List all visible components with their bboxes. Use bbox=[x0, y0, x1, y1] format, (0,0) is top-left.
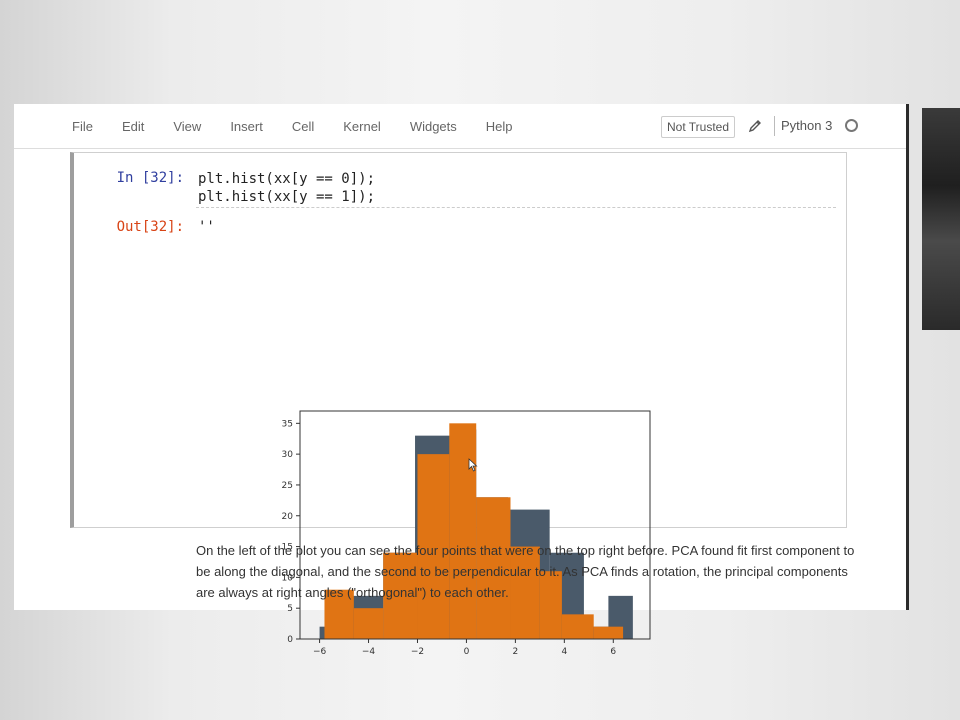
mouse-cursor-icon bbox=[468, 458, 478, 472]
x-tick-label-3: 0 bbox=[464, 647, 470, 657]
code-line-2: plt.hist(xx[y == 1]); bbox=[198, 189, 376, 205]
menu-kernel[interactable]: Kernel bbox=[343, 118, 381, 134]
output-text: '' bbox=[198, 219, 215, 235]
x-tick-label-2: −2 bbox=[411, 647, 424, 657]
input-output-separator bbox=[196, 207, 836, 208]
kernel-name[interactable]: Python 3 bbox=[781, 118, 833, 133]
markdown-cell[interactable]: On the left of the plot you can see the … bbox=[196, 543, 855, 600]
y-tick-label-5: 25 bbox=[282, 481, 293, 491]
y-tick-label-1: 5 bbox=[287, 604, 293, 614]
y-tick-label-0: 0 bbox=[287, 635, 293, 645]
y-tick-label-6: 30 bbox=[282, 450, 294, 460]
in-prompt: In [32]: bbox=[116, 170, 184, 186]
code-cell[interactable]: In [32]: plt.hist(xx[y == 0]); plt.hist(x… bbox=[70, 152, 847, 657]
window-edge bbox=[906, 104, 909, 610]
menu-edit[interactable]: Edit bbox=[121, 118, 145, 134]
histogram-bar-s1-9 bbox=[593, 626, 624, 639]
notebook-page: File Edit View Insert Cell Kernel Widget… bbox=[14, 104, 908, 657]
histogram-bar-s1-2 bbox=[383, 552, 418, 639]
code-line-1: plt.hist(xx[y == 0]); bbox=[198, 171, 376, 187]
kernel-status-icon bbox=[845, 119, 858, 132]
histogram-bar-s1-1 bbox=[353, 608, 384, 639]
histogram-bar-s1-5 bbox=[476, 497, 511, 639]
menu-help[interactable]: Help bbox=[485, 118, 513, 134]
histogram-bar-s1-7 bbox=[539, 571, 562, 639]
x-tick-label-6: 6 bbox=[610, 647, 616, 657]
histogram-bar-s1-0 bbox=[324, 589, 354, 639]
x-tick-label-5: 4 bbox=[561, 647, 567, 657]
y-tick-label-2: 10 bbox=[282, 573, 294, 583]
not-trusted-badge[interactable]: Not Trusted bbox=[661, 116, 736, 138]
menu-cell[interactable]: Cell bbox=[291, 118, 315, 134]
x-tick-label-0: −6 bbox=[313, 647, 327, 657]
histogram-chart: −6 −4 −2 0 2 4 6 0 5 10 15 20 25 30 35 bbox=[282, 410, 651, 657]
menu-items: File Edit View Insert Cell Kernel Widget… bbox=[72, 119, 542, 134]
pencil-icon[interactable] bbox=[748, 119, 762, 133]
webcam-thumbnail bbox=[922, 108, 960, 330]
histogram-bar-s1-4 bbox=[449, 423, 477, 639]
kernel-separator bbox=[774, 116, 775, 136]
menu-file[interactable]: File bbox=[72, 118, 93, 134]
x-tick-label-4: 2 bbox=[513, 647, 519, 657]
histogram-bar-s1-3 bbox=[417, 454, 450, 639]
y-tick-label-7: 35 bbox=[282, 419, 293, 429]
out-prompt: Out[32]: bbox=[116, 219, 184, 235]
x-tick-label-1: −4 bbox=[362, 647, 376, 657]
menu-view[interactable]: View bbox=[173, 118, 202, 134]
code-editor[interactable]: plt.hist(xx[y == 0]); plt.hist(xx[y == 1]… bbox=[198, 170, 375, 206]
menu-widgets[interactable]: Widgets bbox=[409, 118, 457, 134]
histogram-bar-s1-6 bbox=[510, 546, 540, 639]
plot-frame bbox=[299, 410, 651, 640]
histogram-bar-s1-8 bbox=[561, 614, 594, 639]
menu-bar: File Edit View Insert Cell Kernel Widget… bbox=[14, 104, 908, 149]
y-tick-label-3: 15 bbox=[282, 543, 293, 553]
menu-insert[interactable]: Insert bbox=[230, 118, 263, 134]
y-tick-label-4: 20 bbox=[282, 512, 294, 522]
